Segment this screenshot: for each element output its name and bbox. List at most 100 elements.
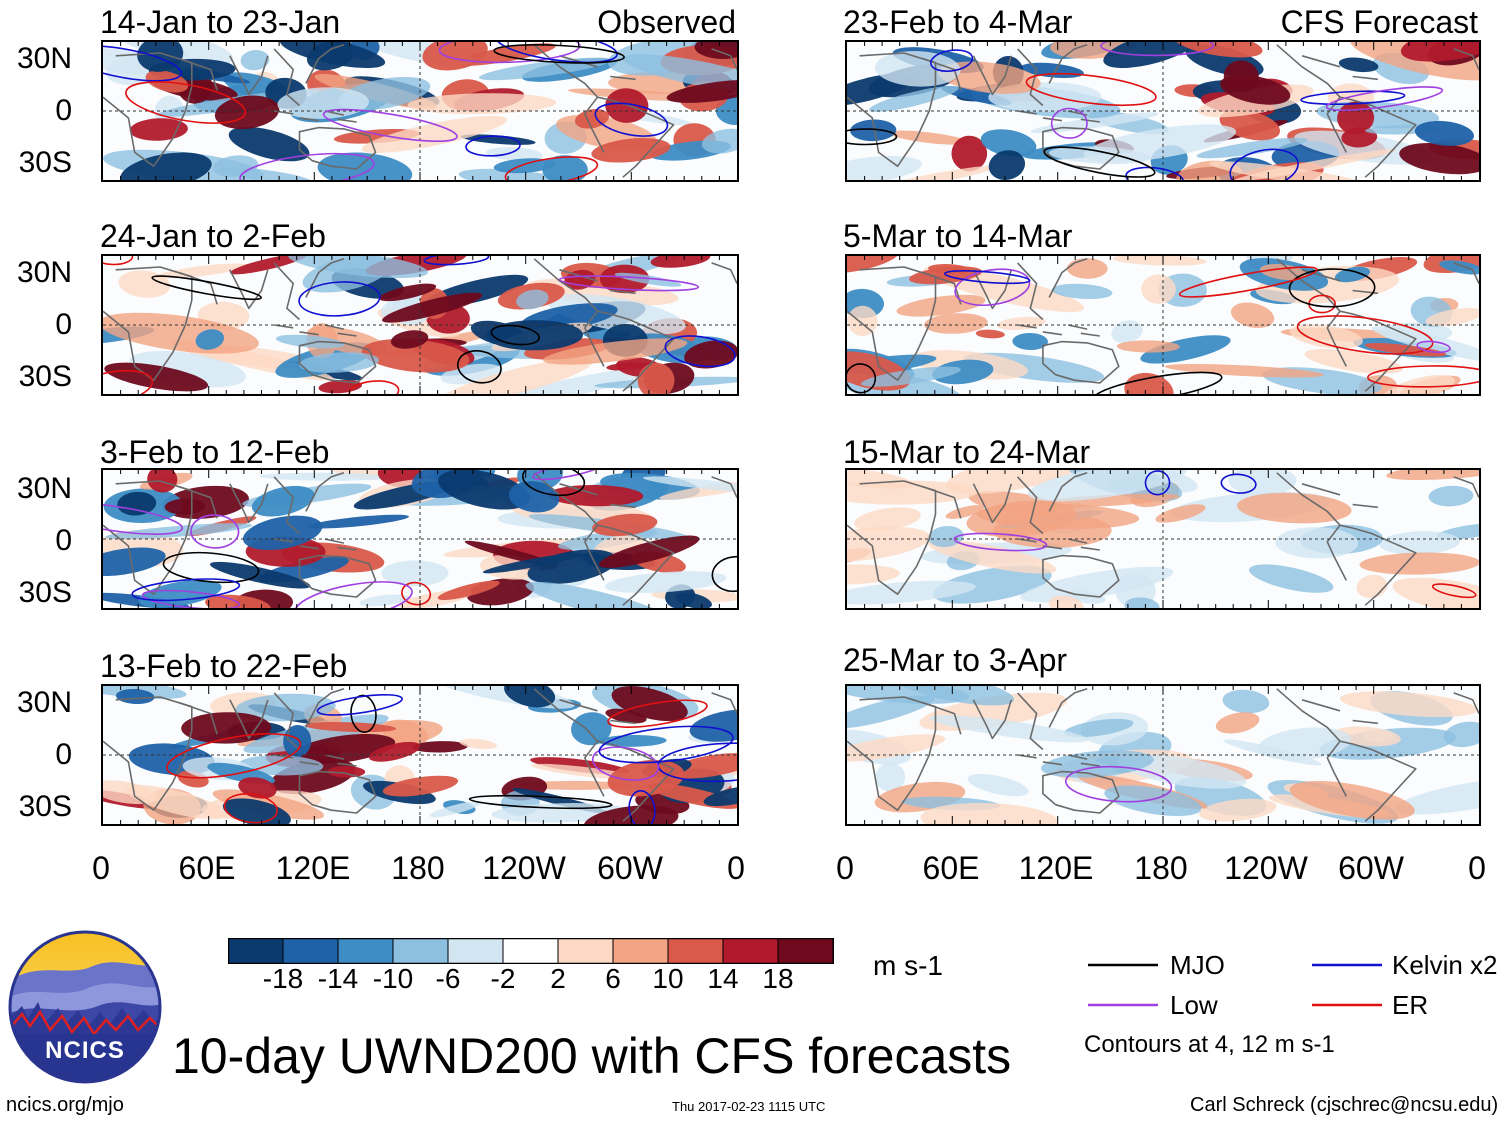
anomaly-blob	[307, 514, 409, 529]
anomaly-blob	[980, 129, 1037, 157]
coastline	[584, 96, 605, 153]
anomaly-blob	[1443, 721, 1479, 748]
contour-line	[1296, 315, 1434, 355]
anomaly-blob	[214, 95, 280, 130]
anomaly-blob	[896, 294, 986, 317]
lon-label: 180	[1134, 850, 1188, 886]
axis-ticks	[864, 42, 1462, 180]
axis-ticks	[864, 686, 1462, 824]
anomaly-blob	[129, 118, 188, 141]
anomaly-blob	[280, 42, 386, 68]
contour-line	[558, 275, 700, 292]
coastline	[559, 55, 636, 81]
anomaly-blob	[460, 134, 536, 145]
anomaly-blob	[887, 130, 969, 145]
anomaly-blob	[103, 686, 187, 700]
panel-title-fc-4: 25-Mar to 3-Apr	[843, 642, 1068, 678]
anomaly-blob	[1275, 527, 1358, 559]
anomaly-blob	[359, 594, 409, 607]
anomaly-blob	[1012, 332, 1048, 351]
anomaly-blob	[847, 580, 976, 605]
anomaly-blob	[235, 693, 336, 722]
anomaly-blob	[240, 50, 270, 71]
anomaly-blob	[486, 147, 543, 161]
contour-line	[1025, 72, 1157, 107]
map-panel-fc-4	[845, 684, 1481, 826]
contour-line	[401, 581, 432, 606]
legend-line-kelvin	[1312, 963, 1382, 967]
legend-label-er: ER	[1392, 990, 1429, 1020]
colorbar-swatch	[612, 938, 669, 964]
anomaly-blob	[637, 362, 675, 394]
lat-label-30n: 30N	[16, 472, 72, 505]
anomaly-blob	[525, 581, 674, 608]
logo-text: NCICS	[45, 1037, 125, 1064]
coastline	[103, 52, 193, 167]
contour-line	[1367, 365, 1479, 388]
anomaly-blob	[945, 470, 1083, 494]
coastline-layer	[103, 258, 737, 392]
contour-line	[607, 699, 708, 728]
coastline	[1017, 258, 1088, 321]
anomaly-blob	[591, 138, 671, 163]
coastline	[298, 554, 377, 598]
lon-label: 0	[1468, 850, 1486, 886]
anomaly-blob	[228, 126, 310, 162]
wind-anomaly-map	[847, 686, 1479, 824]
contour-line	[1431, 583, 1477, 599]
wind-anomaly-map	[847, 42, 1479, 180]
main-title: 10-day UWND200 with CFS forecasts	[172, 1028, 1012, 1084]
contour-line	[465, 135, 521, 157]
footer-url[interactable]: ncics.org/mjo	[6, 1094, 124, 1116]
anomaly-blob	[1428, 485, 1474, 507]
contour-line	[847, 128, 898, 146]
anomaly-blob	[516, 289, 549, 310]
anomaly-blob	[115, 688, 155, 705]
contour-line	[1300, 90, 1406, 105]
anomaly-blob	[1209, 161, 1373, 180]
anomaly-blob	[494, 367, 655, 394]
anomaly-blob	[684, 340, 737, 369]
anomaly-blob	[847, 155, 922, 180]
anomaly-blob	[209, 561, 311, 589]
anomaly-blob	[945, 505, 985, 519]
coastline	[533, 688, 675, 822]
anomaly-blob	[869, 85, 959, 112]
anomaly-blob	[283, 725, 312, 758]
contour-line	[350, 694, 377, 733]
contour-line	[1125, 166, 1185, 180]
anomaly-blob	[1041, 750, 1154, 778]
anomaly-blob	[1222, 689, 1270, 714]
anomaly-blob	[155, 263, 250, 279]
anomaly-blob	[493, 158, 556, 174]
colorbar-units: m s-1	[873, 950, 943, 981]
anomaly-blob	[604, 571, 727, 593]
anomaly-blob	[1196, 137, 1308, 159]
anomaly-blob	[361, 338, 470, 373]
coastline	[178, 699, 269, 740]
anomaly-blob	[382, 292, 483, 323]
lat-label-30n: 30N	[16, 686, 72, 719]
observed-label: Observed	[597, 4, 736, 40]
anomaly-blob	[1173, 42, 1263, 58]
map-panel-fc-2	[845, 254, 1481, 396]
wind-anomaly-map	[103, 686, 737, 824]
contour-line	[468, 794, 613, 810]
anomaly-blob	[368, 741, 421, 762]
anomaly-blob	[689, 709, 737, 742]
contour-line	[223, 793, 278, 824]
contour-line	[1050, 107, 1088, 139]
anomaly-blob	[120, 152, 212, 180]
coastline	[1017, 538, 1100, 551]
contour-line	[316, 694, 403, 716]
wind-anomaly-map	[847, 470, 1479, 608]
anomaly-blob	[996, 316, 1046, 331]
axis-ticks	[120, 686, 720, 824]
anomaly-blob	[659, 480, 737, 500]
anomaly-blob	[1233, 149, 1397, 180]
anomaly-blob	[1103, 42, 1201, 69]
anomaly-blob	[1155, 504, 1206, 523]
anomaly-blob	[275, 334, 345, 349]
anomaly-blob	[459, 738, 497, 750]
anomaly-blob	[1164, 363, 1324, 378]
